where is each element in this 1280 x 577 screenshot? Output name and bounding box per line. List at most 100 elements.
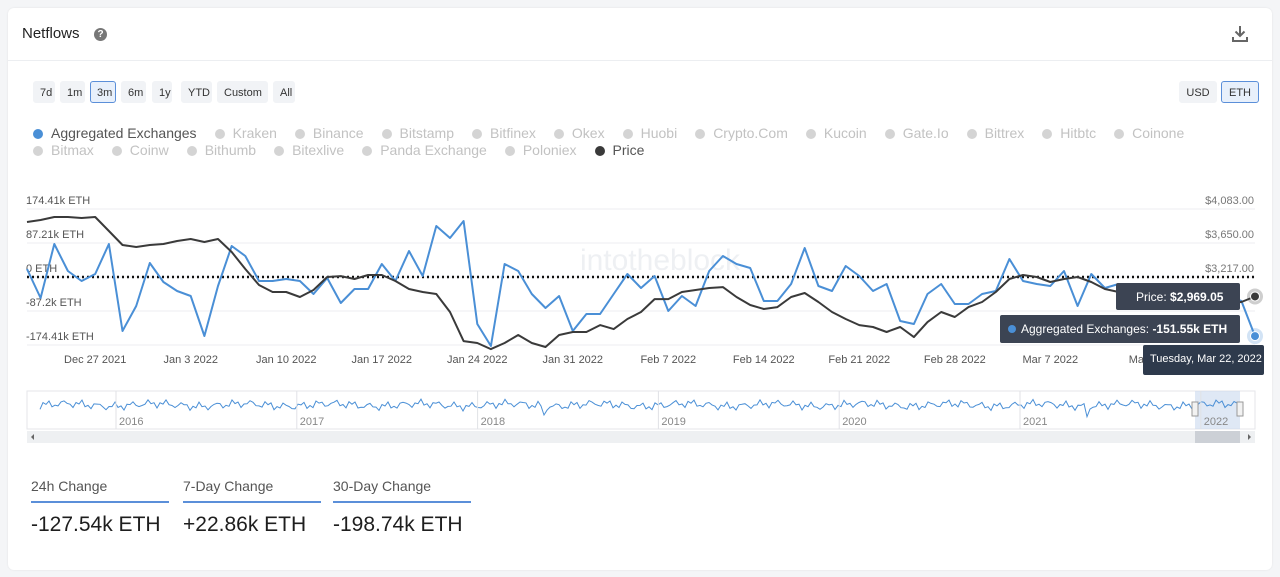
- legend-dot: [294, 128, 305, 139]
- legend-label: Bittrex: [984, 125, 1025, 141]
- legend-item[interactable]: Bithumb: [186, 142, 257, 159]
- legend-item[interactable]: Hitbtc: [1042, 125, 1096, 142]
- price-tooltip: Price: $2,969.05: [1116, 283, 1240, 310]
- legend-item[interactable]: Bitmax: [33, 142, 94, 159]
- legend-label: Crypto.Com: [713, 125, 788, 141]
- x-tick-label: Mar 7 2022: [1023, 354, 1079, 366]
- legend-label: Coinw: [129, 142, 169, 158]
- date-tooltip: Tuesday, Mar 22, 2022: [1143, 345, 1264, 375]
- scroll-left[interactable]: [31, 434, 34, 440]
- tooltip-label: Price:: [1136, 290, 1167, 304]
- legend-label: Hitbtc: [1060, 125, 1097, 141]
- title: Netflows: [22, 25, 80, 42]
- navigator-handle: [1236, 401, 1244, 417]
- legend-label: Binance: [312, 125, 364, 141]
- y2-tick-label: $4,083.00: [1205, 195, 1254, 207]
- hover-marker: [1250, 291, 1260, 302]
- legend-item[interactable]: Bitstamp: [381, 125, 454, 142]
- stat-value: -127.54k ETH: [31, 513, 161, 536]
- legend-dot: [553, 128, 564, 139]
- legend-item[interactable]: Binance: [294, 125, 364, 142]
- stat-label: 30-Day Change: [333, 478, 471, 503]
- legend-item[interactable]: Bittrex: [966, 125, 1025, 142]
- x-tick-label: Dec 27 2021: [64, 354, 126, 366]
- x-tick-label: Feb 14 2022: [733, 354, 795, 366]
- series-line: [26, 216, 1256, 351]
- legend-item[interactable]: Kucoin: [805, 125, 867, 142]
- tooltip-dot: [1008, 325, 1016, 333]
- legend-label: Okex: [571, 125, 605, 141]
- navigator-year: 2022: [1204, 416, 1228, 428]
- legend-item[interactable]: Price: [594, 142, 645, 159]
- scrollbar[interactable]: [27, 431, 1255, 443]
- legend-item[interactable]: Panda Exchange: [362, 142, 487, 159]
- y-tick-label: -174.41k ETH: [26, 331, 94, 343]
- legend-item[interactable]: Coinone: [1114, 125, 1184, 142]
- stat-label: 7-Day Change: [183, 478, 321, 503]
- x-tick-label: Jan 17 2022: [351, 354, 412, 366]
- legend-item[interactable]: Aggregated Exchanges: [33, 125, 197, 142]
- legend-label: Poloniex: [522, 142, 577, 158]
- navigator: [26, 390, 1256, 430]
- range-button[interactable]: YTD: [181, 81, 212, 103]
- chart: intotheblock -174.41k ETH -87.2k ETH 0 ETH…: [26, 195, 1263, 443]
- stat-value: -198.74k ETH: [333, 513, 463, 536]
- stat-value: +22.86k ETH: [183, 513, 307, 536]
- y2-tick-label: $3,650.00: [1205, 229, 1254, 241]
- range-button[interactable]: 3m: [90, 81, 116, 103]
- legend-label: Kucoin: [823, 125, 867, 141]
- legend-item[interactable]: Bitfinex: [471, 125, 536, 142]
- legend-item[interactable]: Okex: [553, 125, 605, 142]
- navigator-year: 2016: [119, 416, 143, 428]
- legend-item[interactable]: Huobi: [622, 125, 678, 142]
- legend-label: Aggregated Exchanges: [51, 125, 197, 141]
- stat-card: 24h Change -127.54k ETH: [31, 478, 169, 537]
- legend-dot: [362, 145, 373, 156]
- legend-dot: [111, 145, 122, 156]
- legend-label: Panda Exchange: [380, 142, 487, 158]
- legend-label: Bithumb: [204, 142, 257, 158]
- legend-dot: [274, 145, 285, 156]
- legend-item[interactable]: Poloniex: [504, 142, 577, 159]
- range-button[interactable]: 1y: [152, 81, 172, 103]
- stat-card: 7-Day Change +22.86k ETH: [183, 478, 321, 537]
- legend-item[interactable]: Kraken: [214, 125, 277, 142]
- x-tick-label: Feb 7 2022: [640, 354, 696, 366]
- download-icon[interactable]: [1231, 25, 1249, 43]
- x-tick-label: Jan 24 2022: [447, 354, 508, 366]
- scroll-right[interactable]: [1248, 434, 1251, 440]
- currency-button[interactable]: USD: [1179, 81, 1217, 103]
- legend-dot: [33, 128, 43, 139]
- legend-label: Huobi: [640, 125, 678, 141]
- range-button[interactable]: 1m: [60, 81, 85, 103]
- watermark: intotheblock: [580, 244, 741, 277]
- legend-item[interactable]: Crypto.Com: [695, 125, 788, 142]
- x-tick-label: Jan 3 2022: [164, 354, 218, 366]
- legend-dot: [622, 128, 633, 139]
- legend-item[interactable]: Coinw: [111, 142, 169, 159]
- x-tick-label: Jan 31 2022: [542, 354, 603, 366]
- legend-item[interactable]: Bitexlive: [274, 142, 344, 159]
- navigator-handle: [1191, 401, 1199, 417]
- legend-item[interactable]: Gate.Io: [884, 125, 949, 142]
- legend-dot: [186, 145, 197, 156]
- navigator-year: 2017: [300, 416, 324, 428]
- legend-dot: [33, 145, 43, 156]
- legend-dot: [594, 145, 605, 156]
- navigator-selection[interactable]: [1195, 391, 1240, 429]
- legend-label: Kraken: [232, 125, 277, 141]
- series-line: [26, 220, 1256, 347]
- range-button[interactable]: Custom: [217, 81, 268, 103]
- currency-button[interactable]: ETH: [1221, 81, 1259, 103]
- legend-label: Price: [612, 142, 645, 158]
- scrollbar-thumb[interactable]: [1195, 431, 1240, 443]
- range-button[interactable]: All: [273, 81, 295, 103]
- x-tick-label: Jan 10 2022: [256, 354, 317, 366]
- range-button[interactable]: 7d: [33, 81, 55, 103]
- navigator-year: 2018: [481, 416, 505, 428]
- legend-dot: [695, 128, 706, 139]
- range-button[interactable]: 6m: [121, 81, 146, 103]
- help-icon[interactable]: ?: [94, 28, 107, 41]
- legend-label: Bitstamp: [399, 125, 454, 141]
